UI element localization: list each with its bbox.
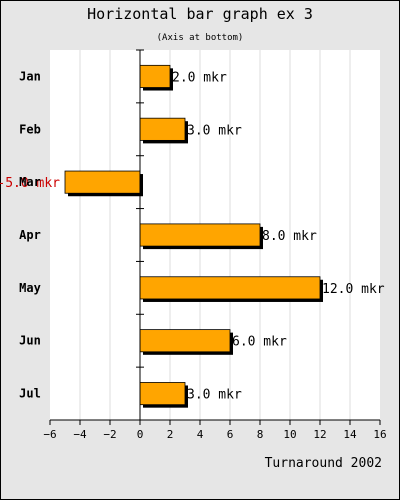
x-tick-label: 2: [167, 428, 174, 441]
category-label: Jul: [19, 387, 41, 401]
value-label: 3.0 mkr: [187, 388, 242, 403]
x-tick-label: 10: [283, 428, 296, 441]
value-label: 3.0 mkr: [187, 123, 242, 138]
x-tick-label: 4: [197, 428, 204, 441]
category-label: Feb: [19, 122, 41, 136]
chart-title: Horizontal bar graph ex 3: [87, 5, 313, 23]
x-tick-label: 12: [313, 428, 326, 441]
value-label: 6.0 mkr: [232, 335, 287, 350]
category-label: Jan: [19, 69, 41, 83]
bar-mar: [64, 170, 141, 194]
value-label: 2.0 mkr: [172, 70, 227, 85]
category-label: May: [19, 281, 41, 295]
axes: [49, 49, 381, 425]
value-label: 12.0 mkr: [322, 282, 385, 297]
bar-jan: [139, 64, 171, 88]
bar-series: [64, 64, 323, 408]
bar-feb: [139, 117, 186, 141]
x-tick-label: −2: [103, 428, 116, 441]
x-tick-label: 14: [343, 428, 357, 441]
x-tick-label: −4: [73, 428, 87, 441]
value-label: 8.0 mkr: [262, 229, 317, 244]
bar-apr: [139, 223, 261, 247]
category-label: Mar: [19, 175, 41, 189]
bar-may: [139, 276, 321, 300]
value-label: -5.0 mkr: [0, 176, 60, 191]
chart-subtitle: (Axis at bottom): [157, 33, 244, 43]
x-tick-label: −6: [43, 428, 56, 441]
x-tick-label: 8: [257, 428, 264, 441]
bar-jul: [139, 382, 186, 406]
x-tick-label: 16: [373, 428, 386, 441]
x-tick-label: 6: [227, 428, 234, 441]
x-tick-label: 0: [137, 428, 144, 441]
category-labels: Jan Feb Mar Apr May Jun Jul: [19, 69, 41, 400]
category-label: Jun: [19, 334, 41, 348]
bar-jun: [139, 329, 231, 353]
value-labels: 2.0 mkr 3.0 mkr -5.0 mkr 8.0 mkr 12.0 mkr 6.0…: [0, 70, 385, 402]
category-label: Apr: [19, 228, 41, 242]
x-tick-labels: −6 −4 −2 0 2 4 6 8 10 12 14 16: [43, 428, 386, 441]
chart-footer: Turnaround 2002: [265, 456, 382, 471]
